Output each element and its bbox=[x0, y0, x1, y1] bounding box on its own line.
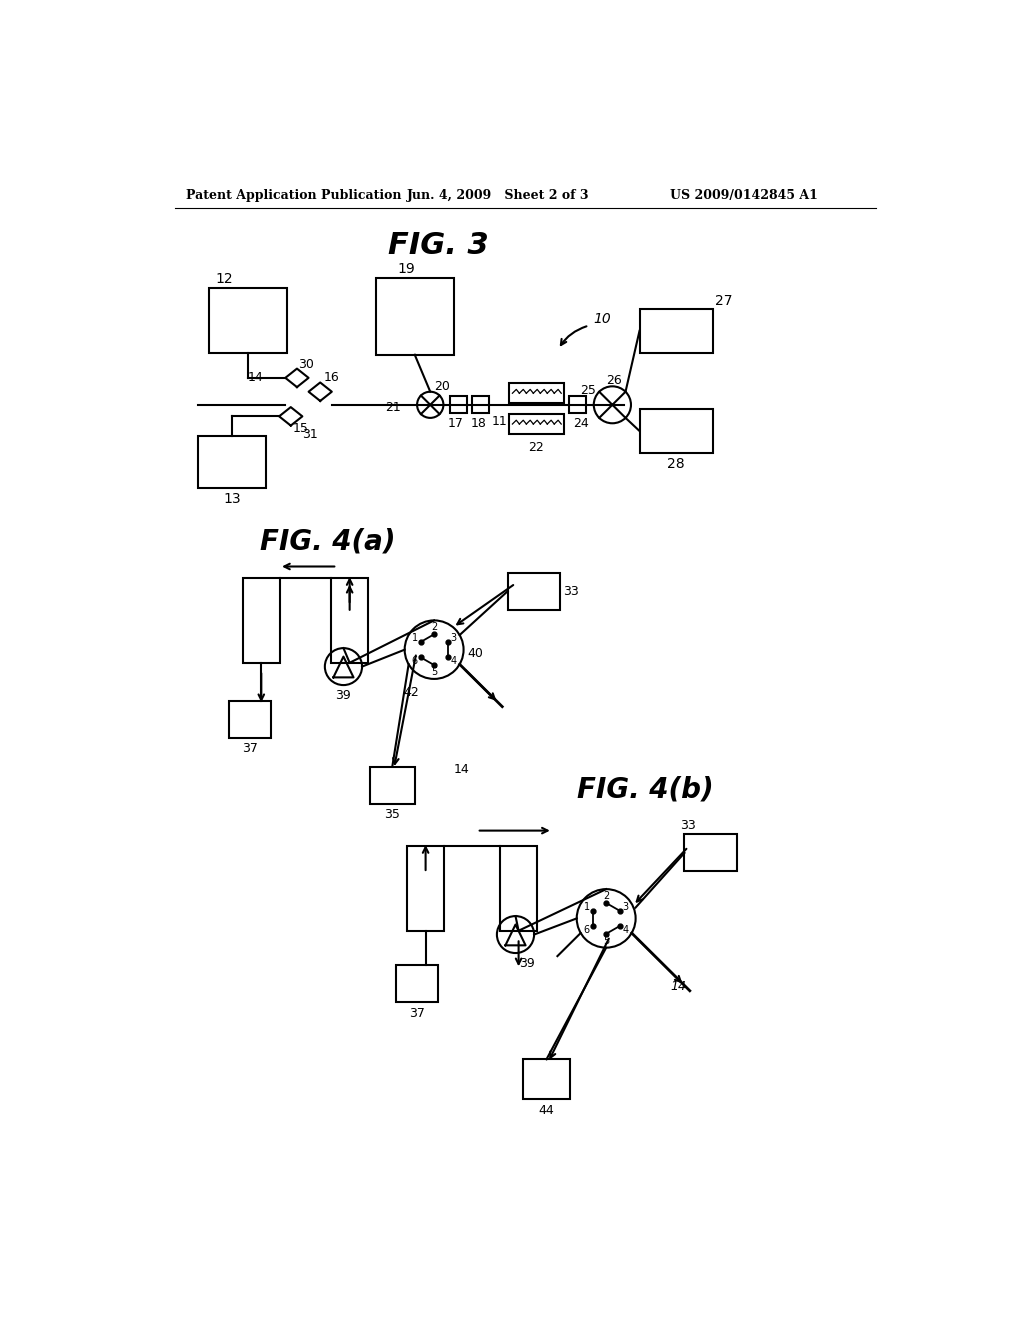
Text: US 2009/0142845 A1: US 2009/0142845 A1 bbox=[671, 189, 818, 202]
FancyBboxPatch shape bbox=[450, 396, 467, 413]
Text: 20: 20 bbox=[434, 380, 450, 393]
Text: 1: 1 bbox=[412, 634, 418, 643]
Text: 26: 26 bbox=[606, 374, 622, 387]
FancyBboxPatch shape bbox=[569, 396, 586, 413]
Text: 21: 21 bbox=[385, 400, 400, 413]
Text: 6: 6 bbox=[584, 924, 590, 935]
Text: 33: 33 bbox=[681, 818, 696, 832]
Text: 40: 40 bbox=[467, 647, 483, 660]
FancyBboxPatch shape bbox=[396, 965, 438, 1002]
Text: 35: 35 bbox=[384, 808, 400, 821]
FancyBboxPatch shape bbox=[472, 396, 489, 413]
FancyBboxPatch shape bbox=[508, 573, 560, 610]
Text: 44: 44 bbox=[539, 1104, 554, 1117]
Text: 12: 12 bbox=[216, 272, 233, 285]
Text: 3: 3 bbox=[451, 634, 457, 643]
Text: 5: 5 bbox=[603, 936, 609, 945]
FancyBboxPatch shape bbox=[523, 1059, 569, 1100]
Text: 30: 30 bbox=[299, 358, 314, 371]
Text: 19: 19 bbox=[397, 261, 416, 276]
Text: 2: 2 bbox=[431, 622, 437, 632]
Text: 11: 11 bbox=[492, 416, 507, 428]
Text: 15: 15 bbox=[292, 422, 308, 436]
Text: Jun. 4, 2009   Sheet 2 of 3: Jun. 4, 2009 Sheet 2 of 3 bbox=[407, 189, 590, 202]
Text: 4: 4 bbox=[623, 924, 629, 935]
Text: 17: 17 bbox=[449, 417, 464, 430]
Text: FIG. 3: FIG. 3 bbox=[388, 231, 488, 260]
FancyBboxPatch shape bbox=[407, 846, 444, 931]
Text: 18: 18 bbox=[471, 417, 486, 430]
FancyBboxPatch shape bbox=[376, 277, 454, 355]
Text: 3: 3 bbox=[623, 903, 629, 912]
Text: 14: 14 bbox=[671, 979, 686, 993]
Text: 42: 42 bbox=[403, 686, 419, 700]
Text: 31: 31 bbox=[302, 428, 318, 441]
FancyBboxPatch shape bbox=[228, 701, 270, 738]
Text: FIG. 4(a): FIG. 4(a) bbox=[260, 527, 395, 556]
FancyBboxPatch shape bbox=[640, 309, 713, 354]
FancyBboxPatch shape bbox=[331, 578, 369, 663]
FancyBboxPatch shape bbox=[198, 436, 266, 488]
FancyBboxPatch shape bbox=[500, 846, 538, 931]
Text: 10: 10 bbox=[593, 312, 610, 326]
Text: 2: 2 bbox=[603, 891, 609, 902]
Text: 14: 14 bbox=[248, 371, 264, 384]
FancyBboxPatch shape bbox=[509, 414, 563, 434]
Text: 1: 1 bbox=[584, 903, 590, 912]
Text: FIG. 4(b): FIG. 4(b) bbox=[578, 776, 714, 804]
Text: 14: 14 bbox=[454, 763, 469, 776]
Text: 28: 28 bbox=[668, 457, 685, 471]
Text: 27: 27 bbox=[716, 294, 733, 308]
Text: Patent Application Publication: Patent Application Publication bbox=[186, 189, 401, 202]
FancyBboxPatch shape bbox=[684, 834, 737, 871]
Text: 33: 33 bbox=[563, 585, 579, 598]
Text: 39: 39 bbox=[519, 957, 536, 970]
Text: 16: 16 bbox=[324, 371, 340, 384]
Text: 4: 4 bbox=[451, 656, 457, 665]
Text: 22: 22 bbox=[528, 441, 545, 454]
Text: 13: 13 bbox=[223, 492, 241, 506]
FancyBboxPatch shape bbox=[243, 578, 280, 663]
FancyBboxPatch shape bbox=[209, 288, 287, 354]
Text: 6: 6 bbox=[412, 656, 418, 665]
Text: 24: 24 bbox=[573, 417, 590, 430]
Text: 25: 25 bbox=[580, 384, 596, 397]
FancyBboxPatch shape bbox=[640, 409, 713, 453]
Text: 37: 37 bbox=[242, 742, 258, 755]
Text: 39: 39 bbox=[336, 689, 351, 702]
Text: 5: 5 bbox=[431, 667, 437, 677]
Text: 37: 37 bbox=[410, 1007, 425, 1019]
FancyBboxPatch shape bbox=[370, 767, 415, 804]
FancyBboxPatch shape bbox=[509, 383, 563, 404]
